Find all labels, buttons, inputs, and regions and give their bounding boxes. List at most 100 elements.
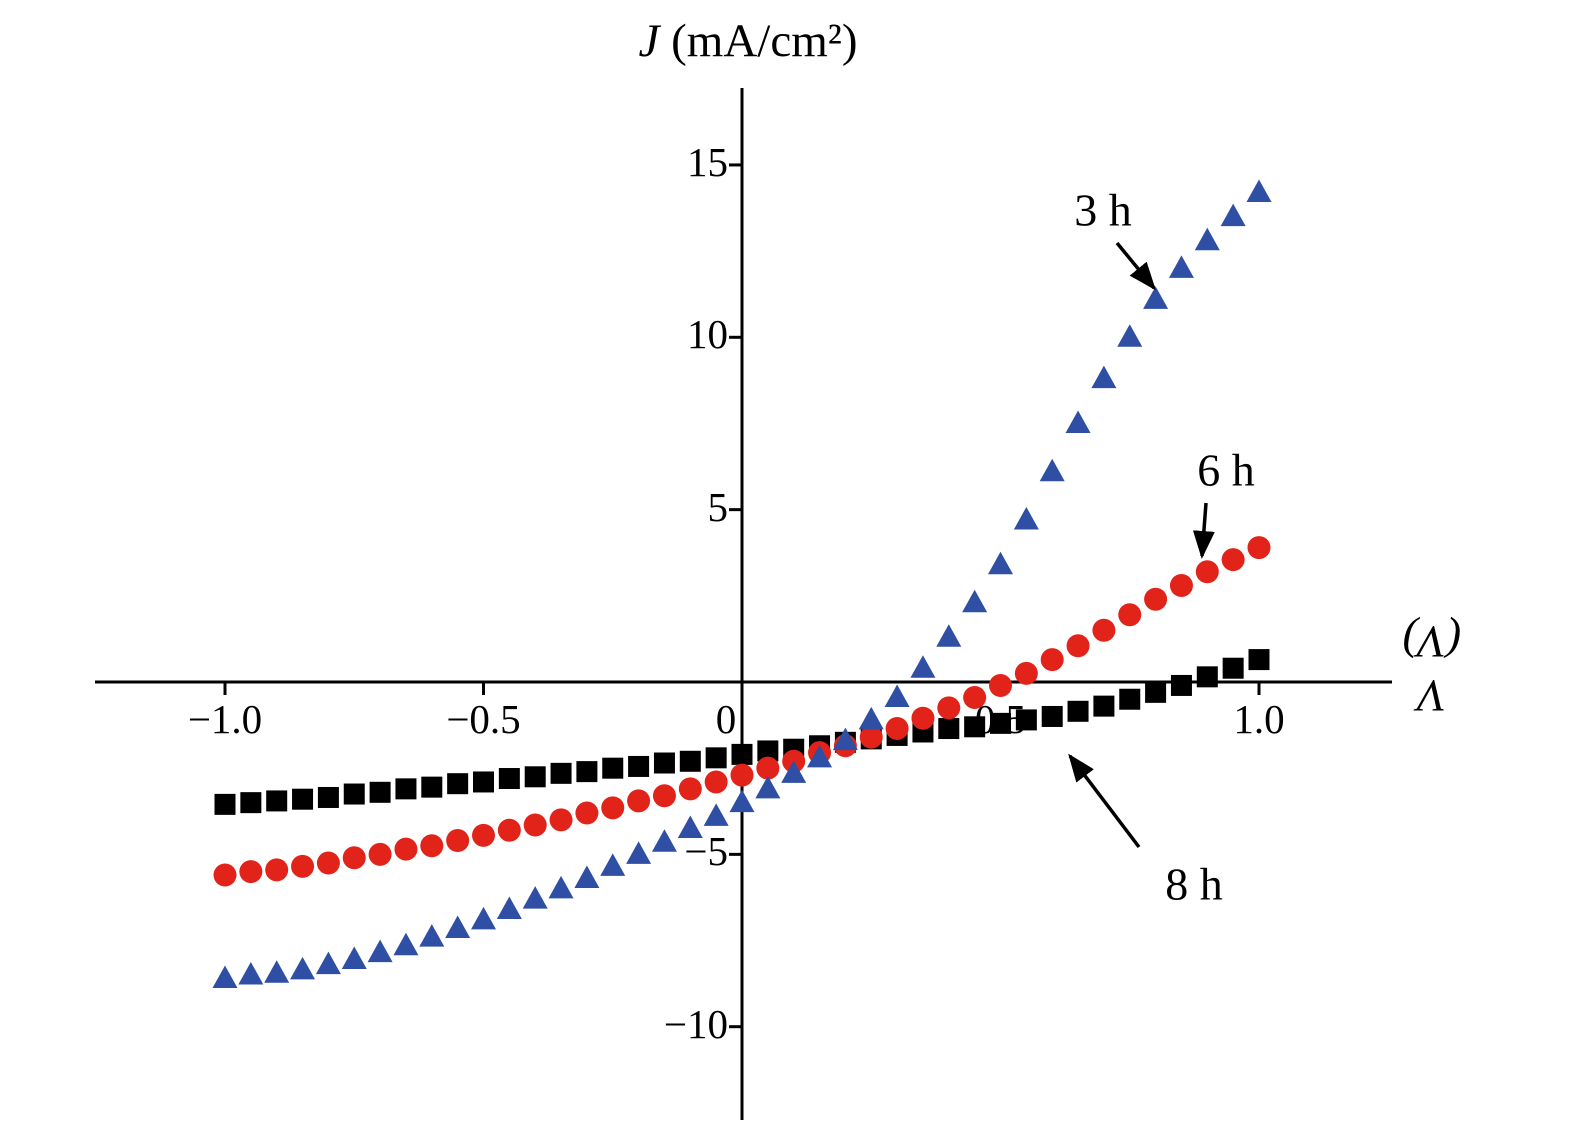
data-point [964, 716, 986, 738]
data-point [472, 823, 495, 847]
data-point [395, 778, 417, 800]
data-point [447, 773, 469, 795]
data-point [1040, 648, 1064, 672]
data-point [602, 757, 624, 779]
data-point [832, 727, 858, 751]
y-tick-label: 5 [707, 483, 729, 530]
data-point [807, 744, 833, 768]
data-point [1117, 324, 1143, 347]
data-point [238, 961, 264, 985]
data-point [988, 551, 1013, 575]
data-point [678, 777, 702, 801]
data-point [265, 858, 289, 882]
data-point [1143, 286, 1169, 309]
data-point [911, 706, 935, 730]
data-point [1065, 410, 1091, 433]
y-axis-title: J (mA/cm²) [639, 14, 858, 68]
x-axis-title: V (V) [1403, 614, 1462, 723]
data-point [858, 706, 884, 730]
data-point [962, 589, 988, 613]
data-point [445, 915, 471, 938]
data-point [419, 924, 445, 947]
y-tick-label: −10 [663, 1000, 728, 1047]
data-point [990, 712, 1011, 734]
data-point [1014, 661, 1038, 685]
data-point [1039, 458, 1065, 482]
data-point [885, 717, 909, 741]
data-point [574, 865, 600, 888]
data-point [368, 842, 392, 866]
data-point [1194, 227, 1220, 251]
data-point [1041, 705, 1063, 727]
data-point [1144, 587, 1168, 611]
data-point [677, 815, 703, 838]
data-point [601, 796, 625, 820]
data-point [1196, 666, 1218, 688]
annotation-arrow [1192, 502, 1215, 559]
data-point [394, 837, 418, 861]
data-point [420, 834, 444, 858]
data-point [341, 946, 367, 969]
data-point [755, 775, 781, 799]
y-tick-label: 10 [687, 311, 728, 358]
data-point [264, 960, 290, 983]
data-point [240, 792, 262, 814]
data-point [859, 725, 883, 749]
data-point [1093, 695, 1115, 717]
data-point [679, 750, 701, 772]
data-point [704, 770, 728, 794]
data-point [1066, 634, 1090, 658]
data-point [1067, 700, 1089, 722]
data-point [1248, 649, 1270, 671]
x-tick-label: 0 [715, 696, 737, 742]
data-point [1119, 688, 1141, 710]
data-point [291, 854, 315, 878]
data-point [936, 624, 962, 647]
data-point [937, 696, 961, 720]
data-point [523, 813, 547, 837]
data-point [1170, 674, 1192, 696]
data-point [729, 789, 755, 813]
data-point [496, 896, 522, 920]
data-point [626, 841, 652, 864]
data-point [781, 760, 807, 783]
data-point [575, 801, 599, 825]
data-point [705, 747, 727, 769]
data-point [1221, 548, 1245, 572]
data-point [473, 771, 494, 793]
data-point [497, 818, 521, 842]
data-point [653, 752, 675, 774]
data-point [1169, 573, 1193, 597]
data-point [446, 829, 470, 853]
data-point [576, 761, 598, 783]
y-tick-label: 15 [687, 138, 728, 185]
annotation-arrow [1115, 241, 1156, 291]
data-point [549, 808, 573, 832]
data-point [910, 655, 936, 678]
data-point [651, 829, 677, 852]
data-point [1222, 657, 1244, 679]
data-point [1246, 179, 1272, 203]
data-point [884, 684, 910, 708]
data-point [1092, 618, 1116, 642]
data-point [292, 788, 314, 810]
data-point [1247, 536, 1271, 560]
data-point [342, 846, 366, 870]
data-point [730, 763, 754, 787]
data-point [1118, 603, 1142, 627]
data-point [522, 886, 548, 909]
data-point [938, 718, 960, 740]
data-point [548, 875, 574, 899]
data-point [214, 793, 236, 815]
data-point [989, 673, 1012, 697]
data-point [652, 784, 676, 808]
data-point [1091, 365, 1117, 389]
data-point [316, 851, 340, 875]
x-tick-label: −0.5 [446, 696, 521, 742]
x-axis-title-line1: V [1417, 670, 1447, 722]
y-axis-units: (mA/cm²) [659, 15, 858, 67]
data-point [290, 956, 316, 980]
data-point [703, 803, 729, 826]
